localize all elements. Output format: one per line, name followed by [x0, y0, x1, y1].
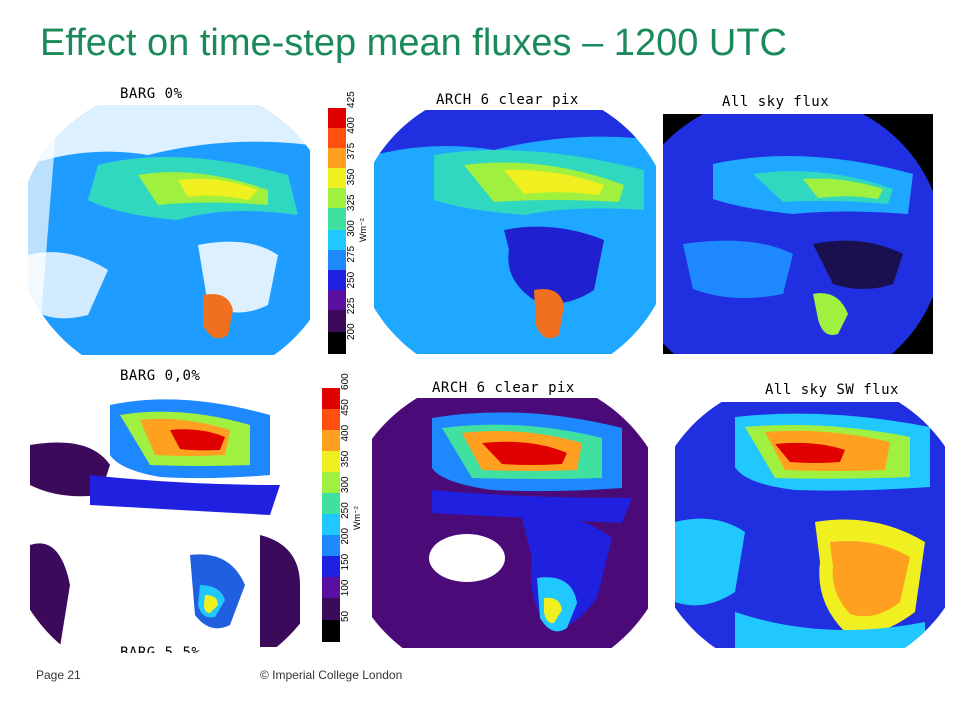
colorbar-row1-segment: [328, 208, 346, 230]
colorbar-row2-ticks: 50 100 150 200 250 300 350 400 450 600: [340, 373, 351, 622]
colorbar-row1-segment: [328, 332, 346, 354]
colorbar-row2-segment: [322, 388, 340, 409]
colorbar-row2-segment: [322, 514, 340, 535]
map-arch-clear-2: [372, 398, 648, 648]
colorbar-row1-segment: [328, 188, 346, 208]
panel-label-arch-clear-1: ARCH 6 clear pix: [436, 92, 579, 108]
panel-label-barg-00: BARG 0,0%: [120, 368, 201, 384]
colorbar-row2-segment: [322, 430, 340, 451]
map-barg-00: [30, 385, 300, 647]
colorbar-row2-segment: [322, 493, 340, 514]
colorbar-row2-segment: [322, 620, 340, 642]
colorbar-row1-unit: Wm⁻²: [358, 218, 368, 242]
panel-label-all-sky-sw-flux: All sky SW flux: [765, 382, 899, 398]
colorbar-row1-segment: [328, 168, 346, 188]
panel-label-arch-clear-2: ARCH 6 clear pix: [432, 380, 575, 396]
slide-title: Effect on time-step mean fluxes – 1200 U…: [40, 22, 787, 64]
colorbar-row1-segment: [328, 290, 346, 310]
panel-label-barg-0: BARG 0%: [120, 86, 183, 102]
colorbar-row1-segment: [328, 230, 346, 250]
colorbar-row1-ticks: 200 225 250 275 300 325 350 375 400 425: [346, 91, 357, 340]
colorbar-row1-segment: [328, 108, 346, 128]
colorbar-row2: [322, 388, 340, 642]
colorbar-row1-segment: [328, 128, 346, 148]
colorbar-row1-segment: [328, 250, 346, 270]
panel-label-all-sky-flux: All sky flux: [722, 94, 830, 110]
colorbar-row2-segment: [322, 577, 340, 598]
map-arch-clear-1: [374, 110, 656, 354]
colorbar-row2-segment: [322, 451, 340, 472]
map-all-sky-flux: [663, 114, 933, 354]
map-all-sky-sw-flux: [675, 402, 945, 648]
colorbar-row2-segment: [322, 409, 340, 430]
colorbar-row1-segment: [328, 148, 346, 168]
colorbar-row1-segment: [328, 310, 346, 332]
colorbar-row2-segment: [322, 598, 340, 620]
map-barg-0: [28, 105, 310, 355]
colorbar-row2-segment: [322, 472, 340, 493]
colorbar-row2-segment: [322, 556, 340, 577]
colorbar-row2-unit: Wm⁻²: [352, 506, 362, 530]
copyright: © Imperial College London: [260, 668, 403, 682]
page-number: Page 21: [36, 668, 81, 682]
panel-caption-barg-cut: BARG 5 5%: [120, 645, 201, 653]
colorbar-row2-segment: [322, 535, 340, 556]
colorbar-row1-segment: [328, 270, 346, 290]
colorbar-row1: [328, 108, 346, 354]
